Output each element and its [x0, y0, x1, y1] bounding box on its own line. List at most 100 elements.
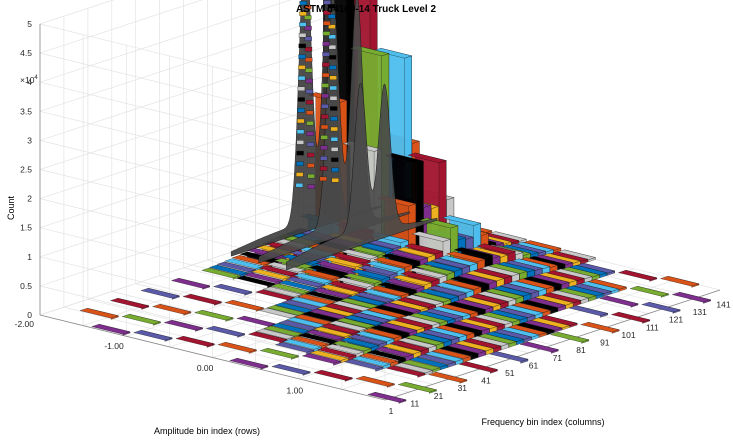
bar-top — [346, 295, 387, 306]
peak-segment — [297, 75, 306, 81]
bar-top — [420, 329, 460, 341]
bar-top — [446, 301, 486, 313]
peak-segment — [320, 135, 328, 140]
peak-segment — [296, 129, 305, 134]
bar-top — [449, 276, 490, 287]
peak-segment — [298, 43, 306, 49]
bar-top — [236, 315, 276, 327]
x-tick-label: 91 — [600, 338, 610, 348]
x-tick-label: 111 — [646, 322, 659, 332]
x-tick-label: 41 — [481, 376, 491, 386]
peak-segment — [295, 183, 304, 188]
bar-top — [224, 258, 264, 269]
bar-top — [285, 276, 325, 288]
bar-top — [499, 283, 540, 294]
bar-top — [377, 282, 417, 293]
peak-segment — [322, 52, 330, 57]
bar-top — [270, 322, 311, 334]
bar-top — [396, 297, 437, 308]
peak-segment — [305, 57, 313, 62]
bar-top — [660, 276, 700, 287]
bar-top — [339, 298, 379, 309]
peak-segment — [321, 114, 329, 119]
bar-top — [403, 243, 444, 254]
bar-top — [411, 231, 451, 242]
z-exponent: ×104 — [20, 75, 38, 85]
bar-top — [445, 251, 486, 262]
peak-segment — [328, 34, 336, 39]
bar-top — [412, 332, 452, 343]
bar-top — [377, 322, 418, 333]
y-tick-label: -1.00 — [104, 341, 124, 351]
peak-segment — [304, 36, 312, 41]
bar-top — [454, 299, 494, 310]
bar-top — [194, 310, 234, 321]
bar-top — [392, 274, 433, 286]
peak-segment — [321, 93, 329, 99]
bar-top — [277, 280, 318, 291]
peak-segment — [297, 97, 305, 102]
peak-segment — [323, 21, 331, 26]
peak-segment — [299, 11, 307, 16]
bar-top — [121, 314, 162, 325]
bar-top — [170, 278, 211, 289]
bar-top — [362, 328, 403, 339]
bar-top — [140, 288, 180, 299]
bar-top — [262, 286, 303, 297]
peak-segment — [306, 142, 315, 147]
x-tick-label: 51 — [505, 368, 515, 378]
x-tick-label: 121 — [669, 315, 683, 325]
z-tick-label: 0 — [27, 310, 32, 320]
peak-segment — [328, 24, 336, 29]
bar-top — [201, 267, 241, 279]
z-tick-label: 4.5 — [20, 48, 32, 58]
bar-top — [457, 273, 497, 284]
peak-segment — [322, 41, 330, 47]
bar-top — [205, 326, 246, 337]
bar-top — [369, 285, 410, 297]
bar-top — [511, 302, 551, 313]
bar-top — [389, 340, 429, 352]
bar-top — [489, 351, 529, 362]
bar-top — [641, 302, 681, 313]
ridge-slice — [286, 82, 438, 271]
bar-top — [332, 340, 372, 352]
bar-top — [519, 341, 559, 353]
bar-top — [442, 279, 482, 290]
peak-segment — [307, 173, 315, 179]
bar-top — [339, 337, 380, 348]
y-tick-label: 0.00 — [197, 363, 214, 373]
peak-segment — [328, 14, 336, 19]
x-tick-label: 11 — [410, 398, 419, 408]
bar-top — [430, 258, 471, 269]
bar-top — [439, 345, 479, 357]
peak-segment — [328, 55, 337, 60]
z-tick-label: 0.5 — [20, 281, 32, 291]
bar-top — [461, 296, 502, 307]
peak-segment — [331, 167, 339, 173]
bar-top — [428, 372, 468, 383]
peak-segment — [306, 131, 314, 136]
bar-top — [446, 343, 487, 354]
peak-segment — [307, 163, 315, 168]
bar-top — [331, 252, 371, 264]
peak-segment — [305, 99, 314, 105]
peak-segment — [304, 15, 312, 20]
bar-top — [270, 283, 310, 294]
bar-top — [385, 278, 425, 289]
bar-top — [423, 261, 463, 272]
bar-top — [323, 256, 364, 268]
bar-top — [374, 346, 414, 358]
bar-top — [424, 351, 464, 362]
peak-segment — [297, 108, 305, 113]
bar-top — [407, 152, 447, 164]
bar-top — [152, 304, 192, 315]
peak-segment — [306, 110, 314, 115]
bar-top — [259, 348, 300, 359]
bar-top — [416, 354, 456, 365]
grid-line — [39, 0, 203, 54]
bar-top — [342, 273, 383, 284]
z-axis-label: Count — [6, 196, 16, 221]
bar-top — [453, 247, 493, 258]
